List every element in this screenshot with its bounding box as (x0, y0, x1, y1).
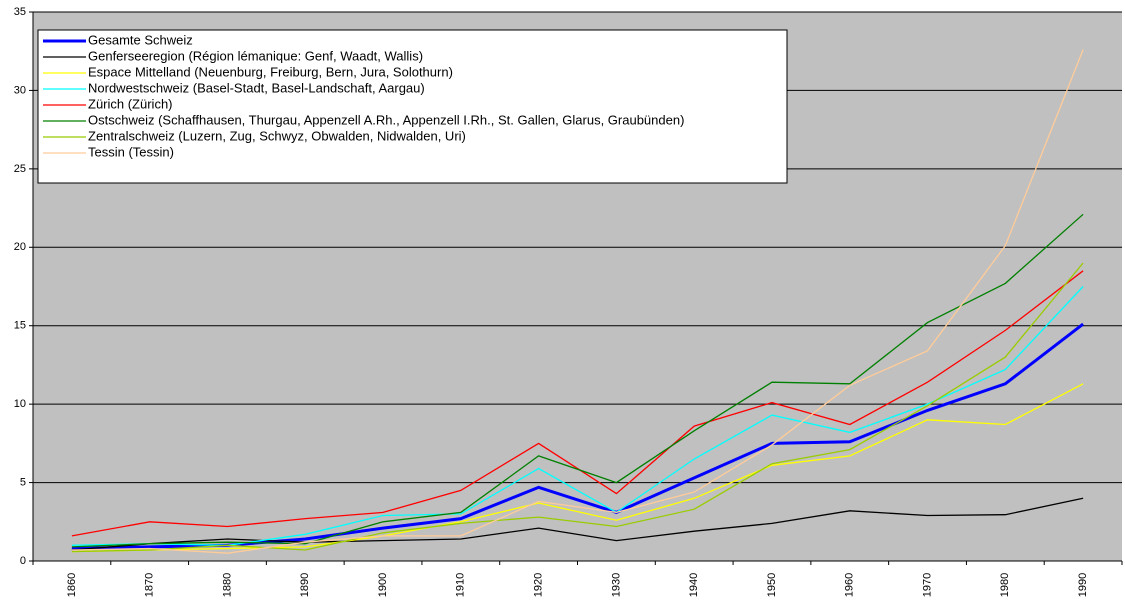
legend-label: Espace Mittelland (Neuenburg, Freiburg, … (88, 64, 453, 79)
series-line (71, 213, 1084, 548)
x-tick-label: 1970 (921, 573, 933, 597)
y-tick-label: 15 (14, 320, 26, 332)
x-tick-label: 1910 (455, 573, 467, 597)
y-tick-label: 5 (20, 476, 26, 488)
x-tick-label: 1950 (766, 573, 778, 597)
series-line (71, 49, 1084, 554)
x-tick-label: 1940 (688, 573, 700, 597)
x-tick-label: 1930 (610, 573, 622, 597)
y-tick-label: 25 (14, 163, 26, 175)
legend-label: Genferseeregion (Région lémanique: Genf,… (88, 48, 423, 63)
x-tick-label: 1890 (299, 573, 311, 597)
legend-label: Zentralschweiz (Luzern, Zug, Schwyz, Obw… (88, 128, 466, 143)
series-line (71, 270, 1084, 537)
y-tick-label: 35 (14, 6, 26, 18)
legend-label: Ostschweiz (Schaffhausen, Thurgau, Appen… (88, 112, 684, 127)
series-line (71, 286, 1084, 546)
x-tick-label: 1870 (144, 573, 156, 597)
x-tick-label: 1900 (377, 573, 389, 597)
x-tick-label: 1920 (533, 573, 545, 597)
x-tick-label: 1990 (1077, 573, 1089, 597)
legend-label: Gesamte Schweiz (88, 32, 193, 47)
legend-box (37, 29, 788, 184)
series-line (71, 262, 1084, 553)
x-tick-label: 1880 (221, 573, 233, 597)
x-tick-label: 1960 (844, 573, 856, 597)
x-tick-label: 1860 (66, 573, 78, 597)
y-tick-label: 30 (14, 84, 26, 96)
y-tick-label: 10 (14, 398, 26, 410)
x-tick-label: 1980 (999, 573, 1011, 597)
y-tick-label: 20 (14, 241, 26, 253)
legend-label: Tessin (Tessin) (88, 144, 174, 159)
legend-label: Nordwestschweiz (Basel-Stadt, Basel-Land… (88, 80, 425, 95)
y-tick-label: 0 (20, 555, 26, 567)
series-line (71, 383, 1084, 553)
series-line (71, 322, 1085, 550)
series-line (71, 497, 1084, 551)
legend-label: Zürich (Zürich) (88, 96, 173, 111)
